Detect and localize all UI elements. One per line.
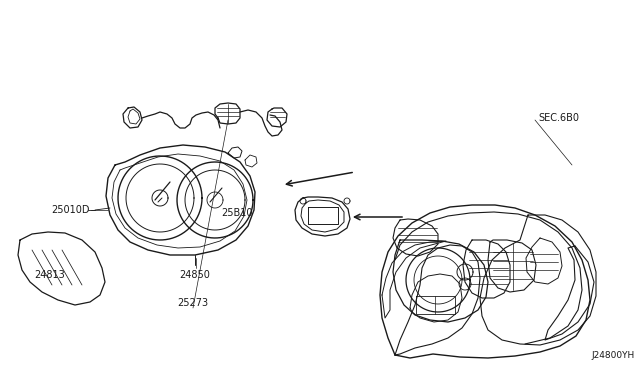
Text: J24800YH: J24800YH — [592, 351, 635, 360]
Text: 25B10: 25B10 — [221, 208, 253, 218]
Text: SEC.6B0: SEC.6B0 — [538, 113, 579, 123]
Text: 24850: 24850 — [180, 270, 211, 280]
Text: 25010D: 25010D — [51, 205, 90, 215]
Text: 25273: 25273 — [177, 298, 209, 308]
Text: 24813: 24813 — [35, 270, 65, 280]
